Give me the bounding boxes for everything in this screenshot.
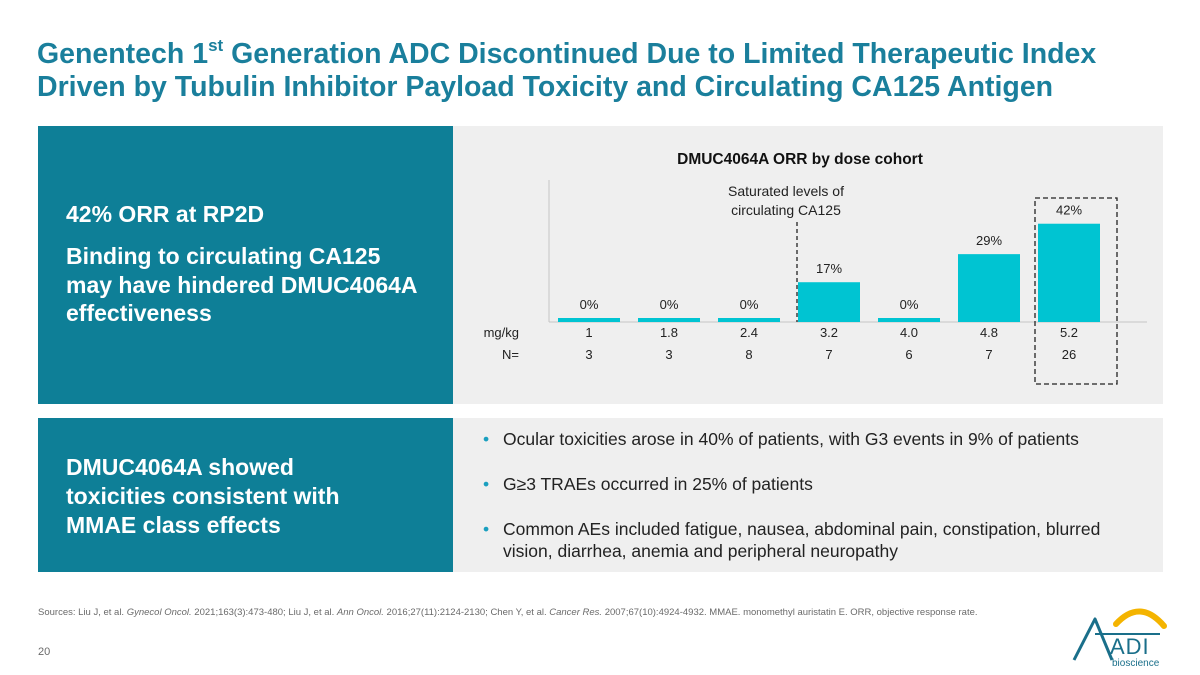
- dose-row-label: mg/kg: [484, 325, 519, 340]
- rp2d-highlight-box: [1034, 197, 1118, 385]
- toxicity-details-panel: • Ocular toxicities arose in 40% of patie…: [453, 418, 1163, 572]
- n-value-4.8: 7: [985, 347, 992, 362]
- bar-1.8: [638, 318, 700, 322]
- bullet-icon: •: [483, 519, 490, 539]
- bar-value-label-3.2: 17%: [816, 261, 842, 276]
- orr-headline: 42% ORR at RP2D: [66, 201, 265, 227]
- chart-panel: DMUC4064A ORR by dose cohort Saturated l…: [453, 126, 1163, 404]
- ca125-annotation-line1: Saturated levels of: [728, 183, 844, 199]
- chart-title: DMUC4064A ORR by dose cohort: [677, 151, 923, 168]
- dose-tick-3.2: 3.2: [820, 325, 838, 340]
- bar-2.4: [718, 318, 780, 322]
- bar-value-label-2.4: 0%: [740, 297, 759, 312]
- dose-tick-2.4: 2.4: [740, 325, 758, 340]
- n-value-1: 3: [585, 347, 592, 362]
- logo-tagline: bioscience: [1112, 658, 1160, 668]
- bar-4.0: [878, 318, 940, 322]
- n-value-4.0: 6: [905, 347, 912, 362]
- orr-summary-panel: 42% ORR at RP2D Binding to circulating C…: [38, 126, 453, 404]
- dose-tick-1: 1: [585, 325, 592, 340]
- n-value-5.2: 26: [1062, 347, 1076, 362]
- ca125-annotation-line2: circulating CA125: [731, 202, 841, 218]
- dose-tick-5.2: 5.2: [1060, 325, 1078, 340]
- page-number: 20: [38, 646, 51, 658]
- binding-text: Binding to circulating CA125 may have hi…: [66, 243, 417, 326]
- dose-tick-4.0: 4.0: [900, 325, 918, 340]
- logo-letters: ADI: [1110, 634, 1150, 659]
- bar-value-label-1: 0%: [580, 297, 599, 312]
- n-value-1.8: 3: [665, 347, 672, 362]
- toxicity-summary-text: DMUC4064A showed toxicities consistent w…: [66, 454, 340, 538]
- slide-title: Genentech 1st Generation ADC Discontinue…: [37, 35, 1097, 104]
- bar-value-label-4.0: 0%: [900, 297, 919, 312]
- bullet-ocular-toxicity: • Ocular toxicities arose in 40% of patie…: [483, 429, 1079, 449]
- bar-value-label-5.2: 42%: [1056, 203, 1082, 218]
- bar-value-label-1.8: 0%: [660, 297, 679, 312]
- dose-tick-4.8: 4.8: [980, 325, 998, 340]
- n-row-label: N=: [502, 347, 519, 362]
- bar-4.8: [958, 254, 1020, 322]
- bullet-icon: •: [483, 474, 490, 494]
- bar-5.2: [1038, 223, 1100, 322]
- dose-tick-1.8: 1.8: [660, 325, 678, 340]
- toxicity-summary-panel: DMUC4064A showed toxicities consistent w…: [38, 418, 453, 572]
- bullet-traes: • G≥3 TRAEs occurred in 25% of patients: [483, 474, 813, 494]
- bar-3.2: [798, 282, 860, 322]
- sources-footnote: Sources: Liu J, et al. Gynecol Oncol. 20…: [38, 607, 978, 618]
- bar-1: [558, 318, 620, 322]
- logo-mark-icon: ADI bioscience: [1072, 608, 1167, 669]
- orr-bar-chart: DMUC4064A ORR by dose cohort Saturated l…: [484, 151, 1147, 385]
- bullet-common-aes: • Common AEs included fatigue, nausea, ab…: [483, 519, 1101, 561]
- adi-bioscience-logo: ADI bioscience: [1068, 600, 1168, 669]
- bullet-icon: •: [483, 429, 490, 449]
- n-value-3.2: 7: [825, 347, 832, 362]
- toxicity-bullet-list: • Ocular toxicities arose in 40% of patie…: [483, 428, 1153, 562]
- n-value-2.4: 8: [745, 347, 752, 362]
- bar-value-label-4.8: 29%: [976, 233, 1002, 248]
